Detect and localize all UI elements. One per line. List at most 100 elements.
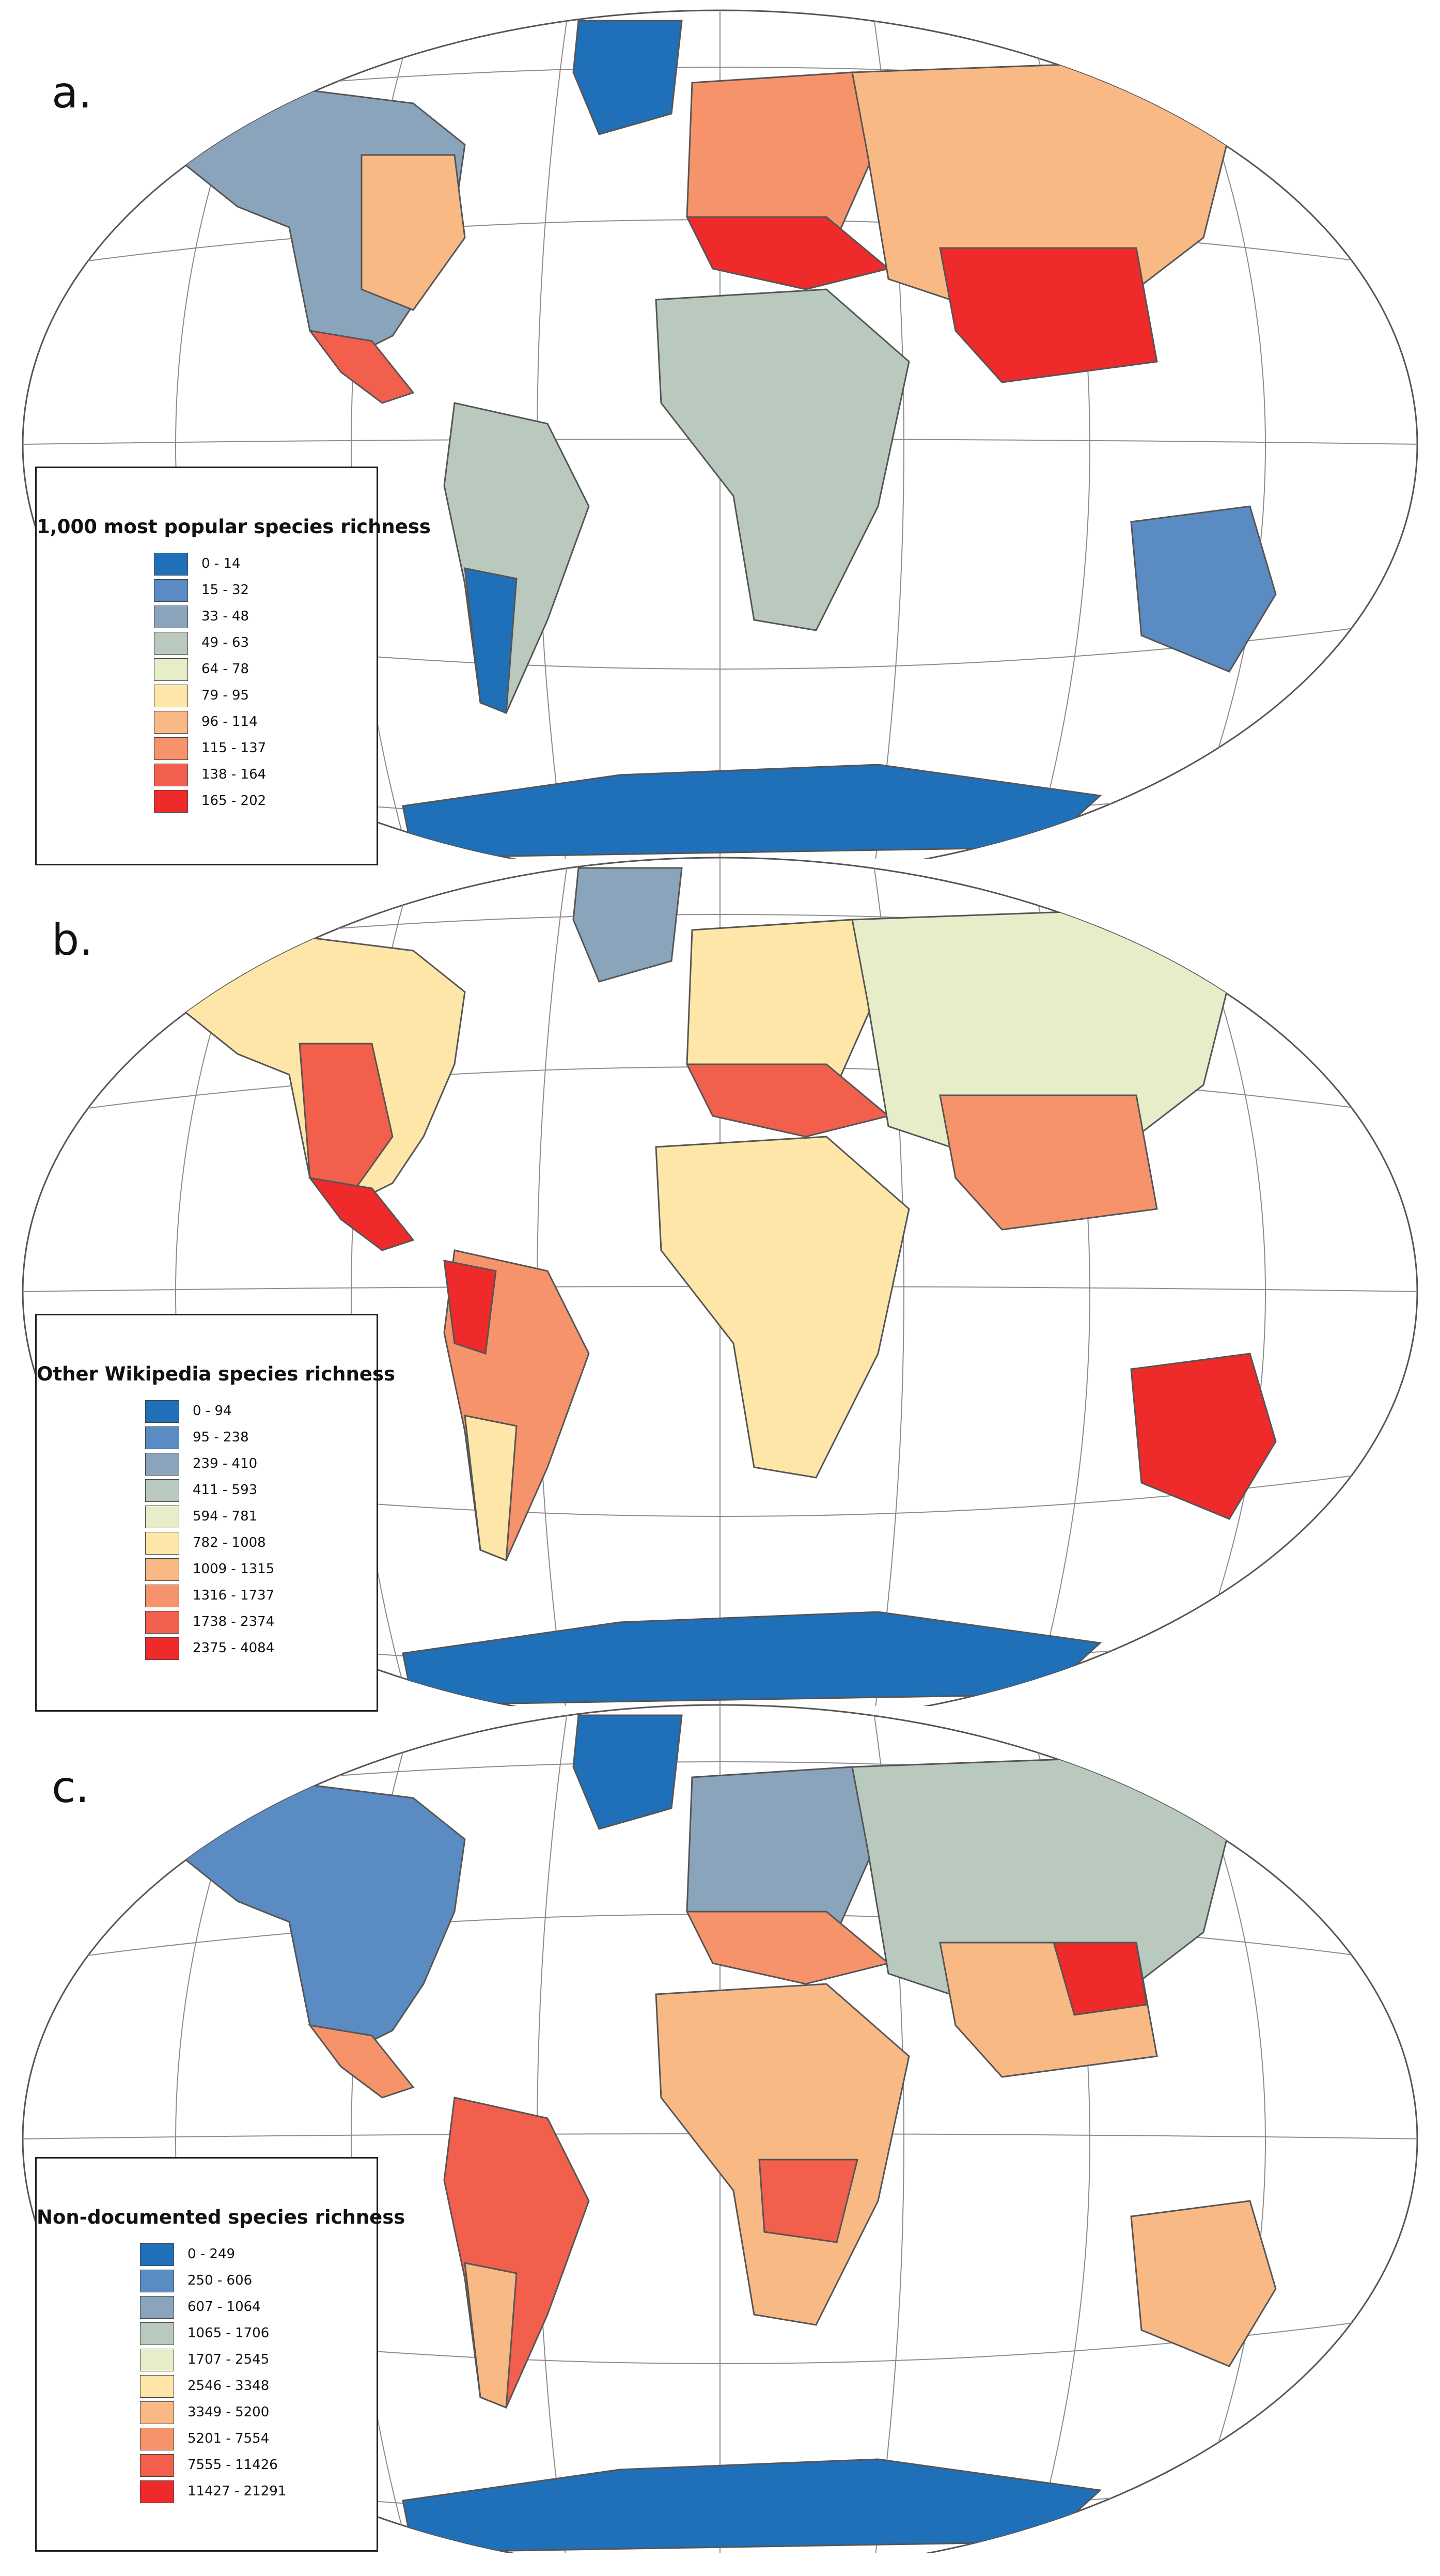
southeast-asia — [939, 1094, 1158, 1231]
mediterranean — [685, 1063, 890, 1138]
legend-swatch — [154, 764, 188, 786]
legend-range: 1316 - 1737 — [193, 1588, 275, 1603]
mediterranean — [685, 1911, 890, 1985]
legend-swatch — [140, 2270, 174, 2292]
legend-range: 33 - 48 — [201, 609, 249, 624]
map-panel-a: a. 1,000 most popular species richness 0… — [0, 0, 1440, 865]
map-panel-c: c. Non-documented species richness 0 - 2… — [0, 1695, 1440, 2553]
eastern-us — [361, 154, 466, 311]
legend-swatch — [145, 1400, 179, 1423]
legend-swatch — [140, 2375, 174, 2398]
legend-swatch — [145, 1637, 179, 1660]
southern-cone — [464, 567, 518, 715]
andes — [443, 1260, 497, 1355]
legend-swatch — [145, 1585, 179, 1607]
mexico — [308, 1176, 415, 1251]
legend-swatch — [154, 658, 188, 681]
legend-swatch — [154, 737, 188, 760]
india-china — [939, 247, 1158, 383]
legend-swatch — [145, 1479, 179, 1502]
southern-cone — [464, 1415, 518, 1562]
legend-range: 250 - 606 — [187, 2273, 253, 2288]
legend-range: 1065 - 1706 — [187, 2325, 270, 2341]
western-us — [299, 1043, 394, 1211]
legend-range: 165 - 202 — [201, 793, 267, 809]
legend-swatch — [140, 2454, 174, 2477]
legend-title: Other Wikipedia species richness — [37, 1363, 395, 1385]
mexico — [308, 2024, 415, 2099]
legend-range: 15 - 32 — [201, 582, 249, 598]
legend-range: 138 - 164 — [201, 767, 267, 782]
legend-range: 1738 - 2374 — [193, 1614, 275, 1630]
legend-range: 411 - 593 — [193, 1482, 258, 1498]
legend-range: 64 - 78 — [201, 661, 249, 677]
legend-swatch — [145, 1506, 179, 1528]
panel-label: b. — [52, 914, 93, 965]
legend-swatch — [140, 2296, 174, 2319]
legend-range: 7555 - 11426 — [187, 2457, 278, 2473]
legend-swatch — [140, 2243, 174, 2266]
legend-range: 594 - 781 — [193, 1509, 258, 1524]
land-areas — [153, 867, 1277, 1706]
africa — [655, 288, 910, 631]
land-areas — [153, 1714, 1277, 2553]
legend-swatch — [140, 2480, 174, 2503]
central-africa — [758, 2159, 858, 2243]
legend-swatch — [154, 553, 188, 576]
legend-title: Non-documented species richness — [37, 2206, 405, 2228]
australia — [1130, 1353, 1277, 1520]
legend-panel-c: Non-documented species richness 0 - 249 … — [35, 2157, 405, 2552]
legend-swatch — [154, 632, 188, 655]
legend-title: 1,000 most popular species richness — [37, 516, 431, 538]
legend-swatch — [154, 606, 188, 628]
map-panel-b: b. Other Wikipedia species richness 0 - … — [0, 847, 1440, 1712]
mexico — [308, 329, 415, 404]
legend-swatch — [154, 685, 188, 707]
legend-swatch — [140, 2401, 174, 2424]
legend-range: 5201 - 7554 — [187, 2431, 270, 2446]
legend-swatch — [154, 579, 188, 602]
greenland — [572, 867, 683, 983]
legend-swatch — [154, 790, 188, 813]
legend-range: 2546 - 3348 — [187, 2378, 270, 2394]
legend-swatch — [145, 1532, 179, 1555]
legend-range: 0 - 94 — [193, 1403, 232, 1419]
legend-range: 2375 - 4084 — [193, 1640, 275, 1656]
legend-panel-b: Other Wikipedia species richness 0 - 94 … — [35, 1314, 395, 1712]
legend-range: 607 - 1064 — [187, 2299, 261, 2315]
legend-range: 1707 - 2545 — [187, 2352, 270, 2367]
legend-swatch — [145, 1453, 179, 1476]
africa — [655, 1136, 910, 1479]
legend-swatch — [140, 2349, 174, 2371]
legend-swatch — [140, 2322, 174, 2345]
legend-range: 0 - 14 — [201, 556, 241, 571]
legend-swatch — [145, 1611, 179, 1634]
greenland — [572, 1714, 683, 1830]
legend-swatch — [145, 1558, 179, 1581]
legend-range: 95 - 238 — [193, 1430, 249, 1445]
china-south — [1053, 1942, 1148, 2016]
legend-swatch — [140, 2428, 174, 2450]
world-map-b — [22, 857, 1418, 1706]
panel-label: c. — [52, 1762, 89, 1812]
africa — [655, 1983, 910, 2326]
land-areas — [153, 20, 1277, 859]
legend-swatch — [154, 711, 188, 734]
legend-panel-a: 1,000 most popular species richness 0 - … — [35, 467, 431, 865]
legend-range: 49 - 63 — [201, 635, 249, 650]
legend-range: 239 - 410 — [193, 1456, 258, 1471]
greenland — [572, 20, 683, 135]
legend-range: 0 - 249 — [187, 2246, 236, 2262]
legend-range: 1009 - 1315 — [193, 1561, 275, 1577]
legend-range: 782 - 1008 — [193, 1535, 266, 1550]
mediterranean — [685, 216, 890, 290]
legend-range: 96 - 114 — [201, 714, 258, 730]
australia — [1130, 505, 1277, 673]
legend-range: 79 - 95 — [201, 688, 249, 703]
legend-range: 3349 - 5200 — [187, 2404, 270, 2420]
legend-swatch — [145, 1426, 179, 1449]
australia — [1130, 2200, 1277, 2367]
panel-label: a. — [52, 67, 92, 118]
legend-range: 115 - 137 — [201, 740, 267, 756]
southern-cone — [464, 2262, 518, 2409]
